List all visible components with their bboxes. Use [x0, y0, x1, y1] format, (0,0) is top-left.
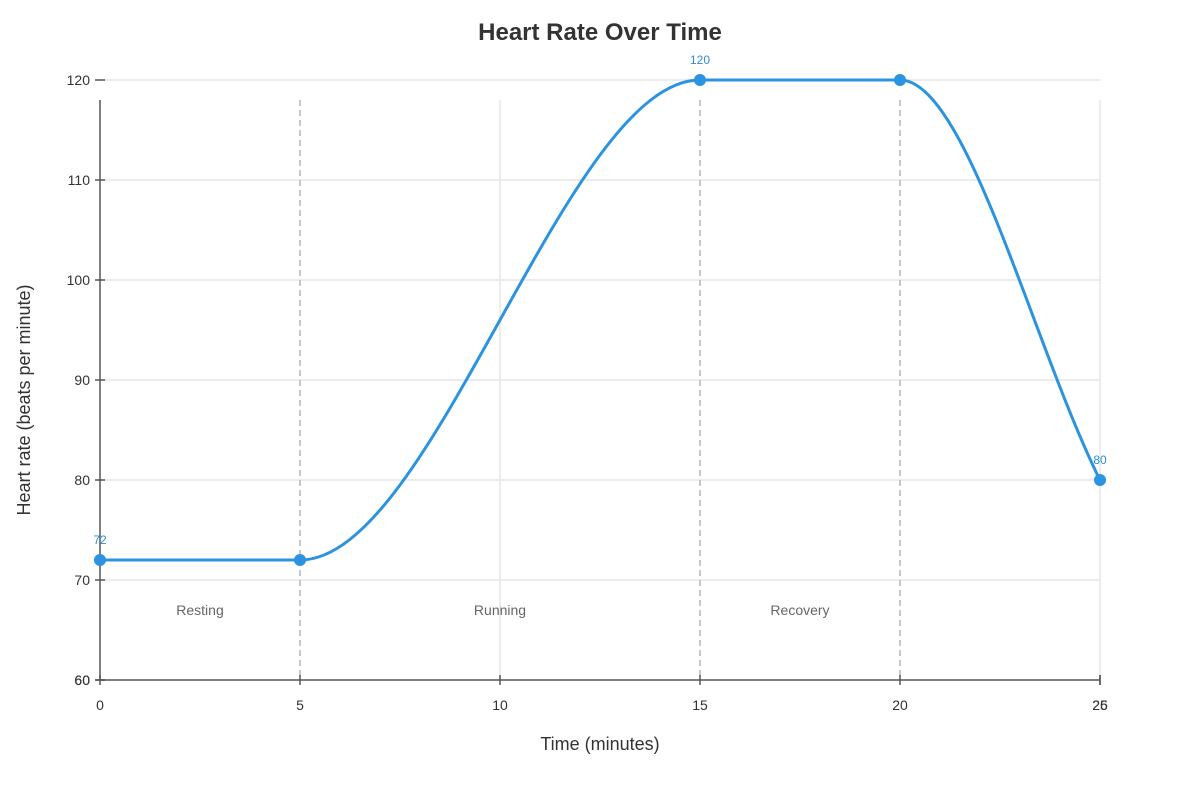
- series-layer: [94, 74, 1106, 566]
- x-axis-title: Time (minutes): [540, 734, 659, 754]
- data-point: [694, 74, 706, 86]
- phase-label: Resting: [176, 602, 223, 618]
- x-tick-label: 0: [96, 697, 104, 713]
- data-label: 80: [1093, 453, 1107, 467]
- data-label: 72: [93, 533, 107, 547]
- x-tick-label: 20: [892, 697, 908, 713]
- x-tick-label: 10: [492, 697, 508, 713]
- phase-layer: Resting Running Recovery: [176, 100, 901, 680]
- x-tick-label: 25: [1092, 697, 1108, 713]
- label-layer: 72 120 80: [93, 53, 1107, 547]
- y-tick-label: 60: [74, 672, 90, 688]
- y-axis-title: Heart rate (beats per minute): [14, 284, 34, 515]
- data-label: 120: [690, 53, 710, 67]
- x-tick-label: 5: [296, 697, 304, 713]
- y-tick-label: 70: [74, 572, 90, 588]
- y-tick-label: 110: [68, 172, 91, 188]
- y-tick-label: 60: [74, 672, 90, 688]
- y-tick-label: 100: [67, 272, 91, 288]
- heart-rate-line: [100, 78, 1102, 562]
- data-point: [894, 74, 906, 86]
- chart-title: Heart Rate Over Time: [478, 19, 722, 46]
- y-tick-label: 80: [74, 472, 90, 488]
- x-tick-label: 15: [692, 697, 708, 713]
- y-tick-label: 90: [74, 372, 90, 388]
- y-tick-label: 120: [67, 72, 91, 88]
- phase-label: Recovery: [770, 602, 829, 618]
- data-point: [294, 554, 306, 566]
- data-point: [94, 554, 106, 566]
- data-point: [1094, 474, 1106, 486]
- grid-layer: [100, 79, 1101, 680]
- phase-label: Running: [474, 602, 526, 618]
- x-tick-label: 26: [1092, 697, 1108, 713]
